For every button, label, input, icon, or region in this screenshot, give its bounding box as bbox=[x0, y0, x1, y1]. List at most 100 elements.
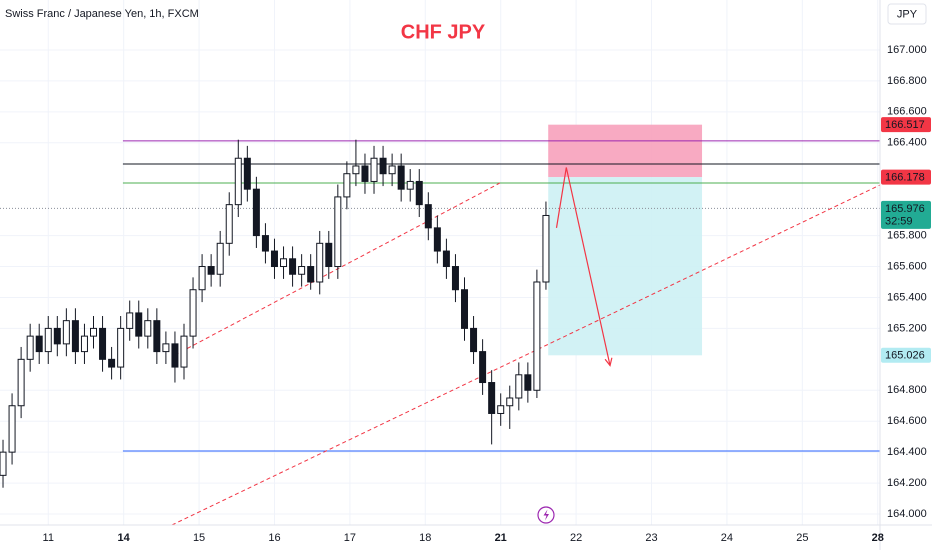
candle-body bbox=[307, 266, 315, 283]
candle-body bbox=[62, 320, 70, 345]
price-badge-label: 166.178 bbox=[885, 172, 925, 184]
candle-body bbox=[189, 289, 197, 337]
candle-body bbox=[171, 343, 179, 368]
y-tick-label: 164.400 bbox=[887, 446, 927, 458]
candle-body bbox=[379, 157, 387, 175]
countdown-label: 32:59 bbox=[885, 215, 913, 227]
arrow-head bbox=[604, 357, 613, 367]
candle-body bbox=[415, 180, 423, 206]
candle-body bbox=[488, 382, 496, 414]
y-tick-label: 164.800 bbox=[887, 384, 927, 396]
candle-body bbox=[117, 327, 125, 368]
candle-body bbox=[316, 242, 324, 283]
candle-body bbox=[99, 327, 107, 360]
y-tick-label: 165.600 bbox=[887, 260, 927, 272]
candle-body bbox=[8, 405, 16, 453]
price-badge bbox=[881, 117, 931, 133]
y-tick-label: 164.200 bbox=[887, 477, 927, 489]
price-badge-label: 165.976 bbox=[885, 203, 925, 215]
candle-body bbox=[424, 204, 432, 229]
candle-body bbox=[479, 351, 487, 384]
y-tick-label: 165.200 bbox=[887, 322, 927, 334]
candle-body bbox=[198, 266, 206, 291]
candle-body bbox=[388, 165, 396, 175]
candle-body bbox=[461, 289, 469, 329]
y-tick-label: 164.000 bbox=[887, 508, 927, 520]
candle-body bbox=[433, 227, 441, 252]
currency-box[interactable] bbox=[887, 3, 927, 25]
candle-body bbox=[524, 374, 532, 391]
candle-body bbox=[144, 320, 152, 337]
event-bolt bbox=[543, 509, 549, 521]
candle-body bbox=[280, 258, 288, 268]
x-tick-label: 25 bbox=[796, 532, 808, 544]
y-tick-label: 166.600 bbox=[887, 106, 927, 118]
y-tick-label: 166.800 bbox=[887, 75, 927, 87]
candle-body bbox=[325, 242, 333, 268]
candle-body bbox=[334, 196, 342, 268]
y-tick-label: 165.400 bbox=[887, 291, 927, 303]
candle-body bbox=[135, 312, 143, 337]
candle-body bbox=[352, 165, 360, 175]
candle-body bbox=[153, 320, 161, 353]
x-tick-label: 28 bbox=[872, 532, 884, 544]
chart-title: CHF JPY bbox=[401, 21, 486, 43]
candle-body bbox=[370, 157, 378, 182]
trendline bbox=[171, 184, 881, 526]
x-tick-label: 15 bbox=[193, 532, 205, 544]
candle-body bbox=[497, 405, 505, 414]
candle-body bbox=[234, 157, 242, 206]
candle-body bbox=[225, 204, 233, 244]
candle-body bbox=[442, 250, 450, 268]
price-badge-label: 165.026 bbox=[885, 350, 925, 362]
zone bbox=[548, 177, 703, 356]
candle-body bbox=[542, 214, 550, 283]
candle-body bbox=[90, 327, 98, 337]
candle-body bbox=[361, 165, 369, 182]
candle-body bbox=[108, 358, 116, 368]
candle-body bbox=[533, 281, 541, 391]
candle-body bbox=[289, 258, 297, 275]
candle-body bbox=[53, 327, 61, 345]
candle-body bbox=[71, 320, 79, 353]
y-tick-label: 165.800 bbox=[887, 229, 927, 241]
x-tick-label: 22 bbox=[570, 532, 582, 544]
price-badge bbox=[881, 347, 931, 363]
candle-body bbox=[216, 242, 224, 275]
x-tick-label: 11 bbox=[43, 532, 54, 544]
candle-body bbox=[343, 173, 351, 198]
y-tick-label: 166.400 bbox=[887, 137, 927, 149]
candle-body bbox=[506, 397, 514, 407]
candle-body bbox=[44, 327, 52, 353]
x-tick-label: 23 bbox=[645, 532, 657, 544]
x-tick-label: 14 bbox=[118, 532, 131, 544]
x-tick-label: 18 bbox=[419, 532, 431, 544]
candle-body bbox=[126, 312, 134, 329]
events-icon[interactable] bbox=[537, 506, 555, 524]
currency-label[interactable]: JPY bbox=[897, 8, 918, 20]
plot-area bbox=[0, 0, 881, 526]
x-tick-label: 16 bbox=[268, 532, 280, 544]
candle-body bbox=[180, 335, 188, 368]
price-badge-label: 166.517 bbox=[885, 119, 925, 131]
candle-body bbox=[0, 451, 7, 476]
price-badge bbox=[881, 200, 931, 229]
candle-body bbox=[35, 335, 43, 353]
zone bbox=[548, 124, 703, 178]
candle-body bbox=[406, 180, 414, 190]
price-badge bbox=[881, 169, 931, 185]
candle-body bbox=[451, 266, 459, 291]
candle-body bbox=[261, 235, 269, 252]
candle-body bbox=[298, 266, 306, 275]
candle-body bbox=[162, 343, 170, 353]
x-tick-label: 24 bbox=[721, 532, 733, 544]
symbol-header: Swiss Franc / Japanese Yen, 1h, FXCM bbox=[5, 8, 199, 20]
candle-body bbox=[207, 266, 215, 275]
candle-body bbox=[397, 165, 405, 190]
candle-body bbox=[515, 374, 523, 399]
candle-body bbox=[252, 188, 260, 237]
x-tick-label: 21 bbox=[495, 532, 507, 544]
x-tick-label: 17 bbox=[344, 532, 356, 544]
